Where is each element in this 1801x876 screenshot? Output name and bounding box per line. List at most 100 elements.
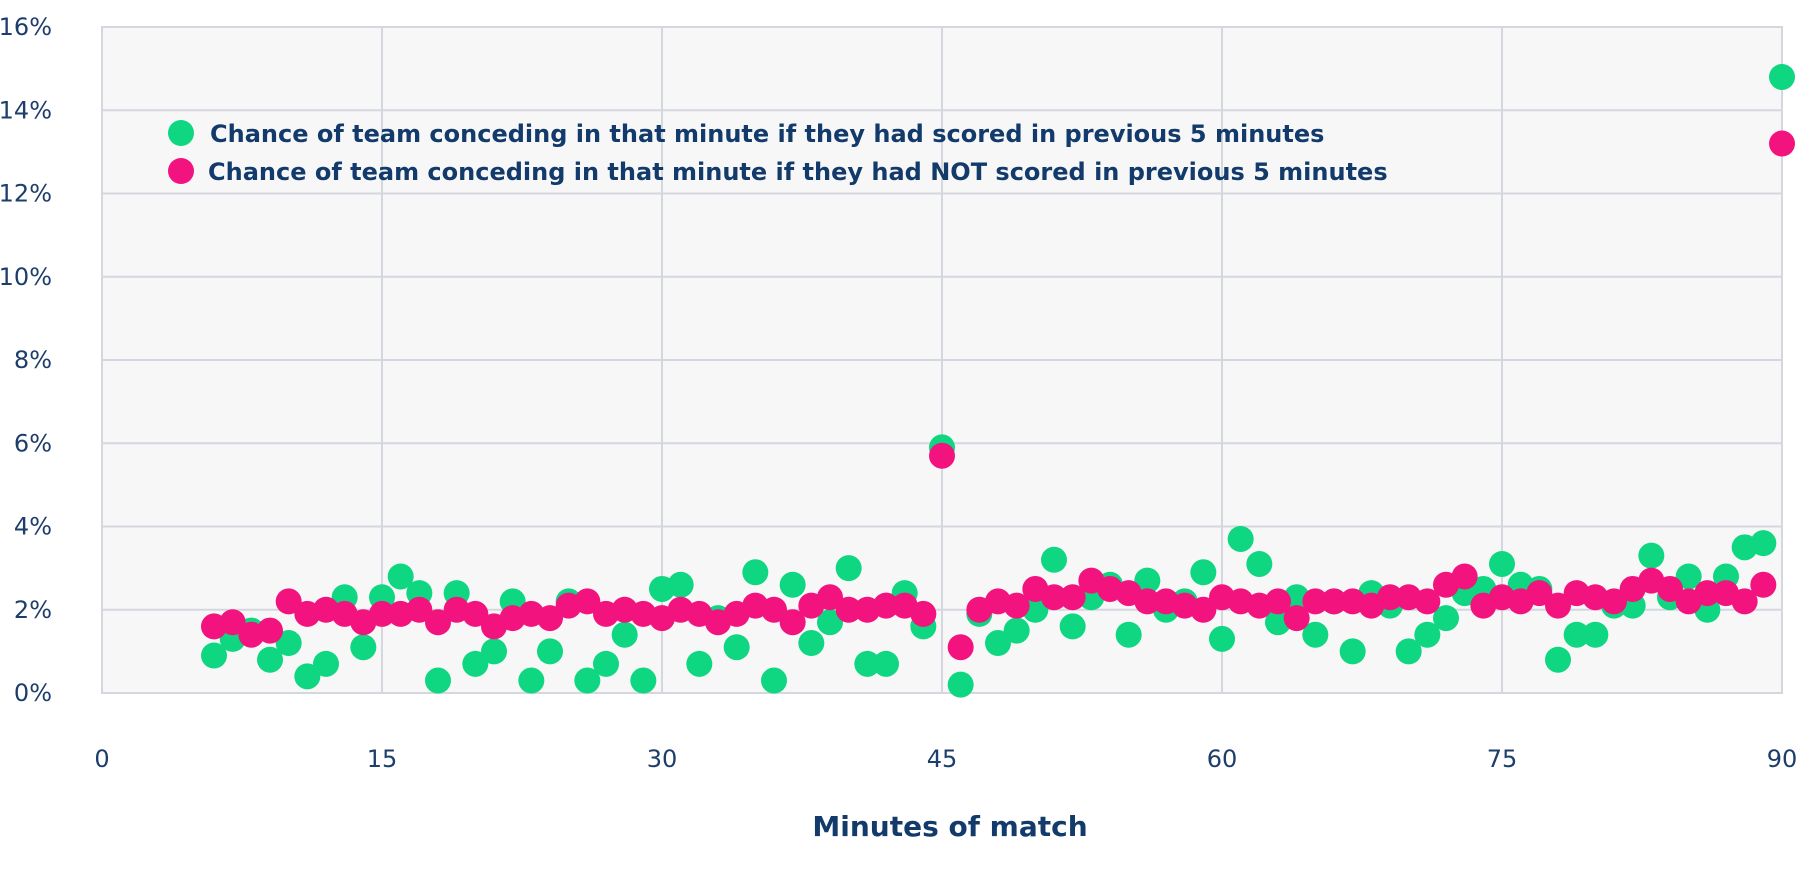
data-point bbox=[1265, 588, 1291, 615]
data-point bbox=[462, 650, 489, 677]
data-point bbox=[1003, 592, 1030, 619]
y-tick-label: 16% bbox=[0, 13, 52, 41]
data-point bbox=[1321, 588, 1347, 615]
data-point bbox=[779, 609, 806, 636]
x-tick-label: 75 bbox=[1487, 745, 1518, 773]
data-point bbox=[761, 667, 787, 694]
data-point bbox=[835, 596, 862, 623]
data-point bbox=[1377, 584, 1403, 611]
data-point bbox=[1302, 588, 1329, 615]
data-point bbox=[1227, 525, 1254, 552]
data-point bbox=[1246, 550, 1273, 577]
data-point bbox=[1638, 542, 1665, 569]
y-tick-label: 6% bbox=[14, 429, 52, 457]
data-point bbox=[1451, 563, 1478, 590]
x-tick-label: 0 bbox=[94, 745, 109, 773]
data-point bbox=[1190, 559, 1217, 586]
legend-label-not-scored: Chance of team conceding in that minute … bbox=[208, 158, 1388, 186]
data-point bbox=[1041, 546, 1067, 573]
data-point bbox=[1489, 550, 1515, 577]
data-point bbox=[294, 663, 321, 690]
data-point bbox=[1433, 605, 1459, 632]
data-point bbox=[1601, 588, 1627, 615]
data-point bbox=[723, 634, 750, 661]
data-point bbox=[1190, 596, 1217, 623]
data-point bbox=[1395, 638, 1422, 665]
data-point bbox=[1582, 621, 1609, 648]
data-point bbox=[1657, 575, 1683, 602]
y-tick-label: 10% bbox=[0, 263, 52, 291]
series-not-scored bbox=[201, 130, 1795, 661]
data-point bbox=[742, 559, 769, 586]
legend-marker-scored bbox=[168, 120, 194, 146]
x-tick-label: 45 bbox=[927, 745, 958, 773]
data-point bbox=[201, 642, 227, 669]
data-point bbox=[369, 600, 395, 627]
data-point bbox=[817, 584, 843, 611]
data-point bbox=[630, 667, 657, 694]
data-point bbox=[686, 650, 713, 677]
legend: Chance of team conceding in that minute … bbox=[168, 120, 1388, 186]
legend-label-scored: Chance of team conceding in that minute … bbox=[210, 120, 1324, 148]
data-point bbox=[1769, 63, 1795, 90]
data-point bbox=[1769, 130, 1795, 157]
data-point bbox=[537, 638, 563, 665]
data-point bbox=[873, 650, 899, 677]
data-point bbox=[1545, 646, 1571, 673]
data-point bbox=[910, 600, 937, 627]
x-tick-label: 60 bbox=[1207, 745, 1238, 773]
data-point bbox=[1059, 613, 1086, 640]
y-axis-tick-labels: 0% 2% 4% 6% 8% 10% 12% 14% 16% bbox=[0, 13, 52, 707]
data-point bbox=[854, 650, 881, 677]
data-point bbox=[611, 621, 638, 648]
data-point bbox=[313, 650, 339, 677]
data-point bbox=[1414, 621, 1441, 648]
data-point bbox=[257, 617, 283, 644]
data-point bbox=[1731, 588, 1758, 615]
data-point bbox=[574, 588, 601, 615]
data-point bbox=[1059, 584, 1086, 611]
data-point bbox=[1675, 563, 1702, 590]
data-point bbox=[1563, 621, 1590, 648]
data-point bbox=[947, 634, 974, 661]
data-point bbox=[257, 646, 283, 673]
data-point bbox=[275, 588, 302, 615]
data-point bbox=[425, 609, 451, 636]
data-point bbox=[1339, 638, 1366, 665]
data-point bbox=[761, 596, 787, 623]
y-tick-label: 12% bbox=[0, 180, 52, 208]
data-point bbox=[387, 563, 414, 590]
y-tick-label: 14% bbox=[0, 96, 52, 124]
data-point bbox=[1302, 621, 1329, 648]
legend-marker-not-scored bbox=[168, 158, 194, 184]
data-point bbox=[1750, 530, 1777, 557]
y-tick-label: 0% bbox=[14, 679, 52, 707]
data-point bbox=[1209, 625, 1235, 652]
data-point bbox=[667, 571, 694, 598]
y-tick-label: 2% bbox=[14, 596, 52, 624]
data-point bbox=[1414, 588, 1441, 615]
data-point bbox=[462, 600, 489, 627]
data-point bbox=[817, 609, 843, 636]
data-point bbox=[593, 650, 619, 677]
data-point bbox=[929, 442, 955, 469]
data-point bbox=[873, 592, 899, 619]
data-point bbox=[406, 596, 433, 623]
data-point bbox=[275, 630, 302, 657]
data-point bbox=[1041, 584, 1067, 611]
y-tick-label: 4% bbox=[14, 513, 52, 541]
data-point bbox=[798, 630, 825, 657]
data-point bbox=[779, 571, 806, 598]
x-axis-tick-labels: 0 15 30 45 60 75 90 bbox=[94, 745, 1797, 773]
data-point bbox=[985, 630, 1011, 657]
data-point bbox=[481, 638, 507, 665]
data-point bbox=[1526, 580, 1553, 607]
data-point bbox=[1115, 621, 1142, 648]
x-tick-label: 15 bbox=[367, 745, 398, 773]
y-tick-label: 8% bbox=[14, 346, 52, 374]
x-tick-label: 30 bbox=[647, 745, 678, 773]
data-point bbox=[1283, 605, 1310, 632]
series-scored bbox=[201, 63, 1795, 698]
data-point bbox=[947, 671, 974, 698]
